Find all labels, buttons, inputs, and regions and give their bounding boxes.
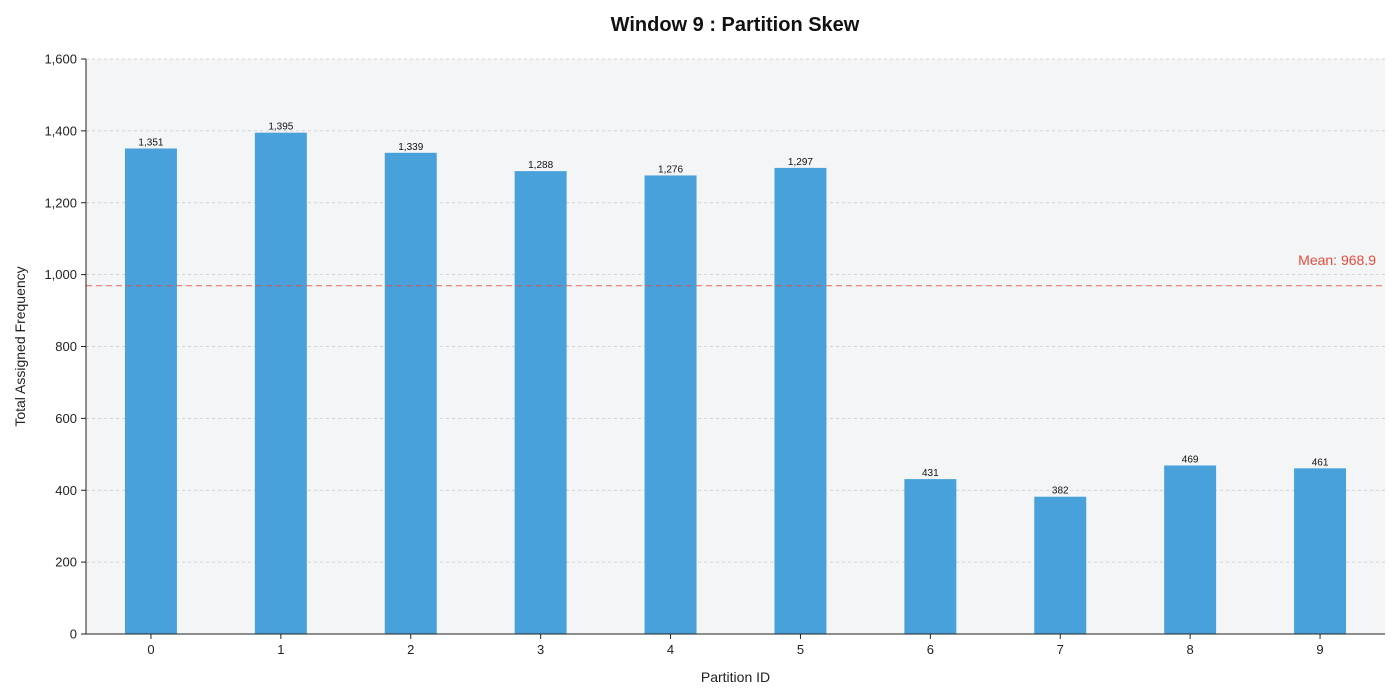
bar-partition-4: [644, 175, 697, 634]
bar-partition-0: [124, 148, 177, 634]
y-tick-label: 200: [55, 555, 77, 570]
bar-partition-7: [1034, 496, 1087, 634]
bar-value-label: 461: [1312, 457, 1329, 468]
x-tick-label: 0: [147, 642, 154, 657]
bar-partition-1: [254, 132, 307, 634]
x-tick-label: 2: [407, 642, 414, 657]
y-axis-label: Total Assigned Frequency: [12, 266, 28, 426]
bar-partition-3: [514, 171, 567, 634]
x-tick-label: 8: [1187, 642, 1194, 657]
bar-partition-6: [904, 479, 957, 634]
y-tick-label: 400: [55, 483, 77, 498]
chart-title: Window 9 : Partition Skew: [611, 14, 860, 36]
y-tick-label: 1,000: [44, 267, 77, 282]
bar-value-label: 1,297: [788, 157, 813, 168]
x-tick-label: 1: [277, 642, 284, 657]
mean-label: Mean: 968.9: [1298, 252, 1376, 268]
bar-partition-8: [1164, 465, 1217, 634]
bar-partition-2: [384, 152, 437, 634]
y-tick-label: 1,400: [44, 123, 77, 138]
bar-value-label: 1,288: [528, 160, 553, 171]
x-tick-label: 4: [667, 642, 674, 657]
x-tick-label: 7: [1057, 642, 1064, 657]
y-tick-label: 800: [55, 339, 77, 354]
bar-value-label: 1,339: [398, 142, 423, 153]
bar-value-label: 1,351: [138, 137, 163, 148]
bar-partition-9: [1294, 468, 1347, 634]
bars: [124, 132, 1347, 634]
y-tick-label: 1,200: [44, 195, 77, 210]
bar-value-label: 431: [922, 468, 939, 479]
x-tick-label: 6: [927, 642, 934, 657]
x-tick-label: 5: [797, 642, 804, 657]
bar-value-label: 1,276: [658, 164, 683, 175]
x-axis-label: Partition ID: [701, 669, 770, 685]
bar-value-label: 469: [1182, 454, 1199, 465]
y-tick-label: 600: [55, 411, 77, 426]
y-tick-label: 0: [70, 627, 77, 642]
data-labels: 1,351 1,395 1,339 1,288 1,276 1,297 431 382 469 4…: [138, 122, 1328, 497]
bar-value-label: 1,395: [268, 122, 293, 133]
bar-partition-5: [774, 167, 827, 634]
y-tick-label: 1,600: [44, 52, 77, 67]
x-tick-label: 9: [1316, 642, 1323, 657]
y-axis-ticks: 0 200 400 600 800 1,000 1,200 1,400 1,600: [44, 52, 86, 642]
bar-value-label: 382: [1052, 486, 1069, 497]
x-axis-ticks: 0 1 2 3 4 5 6 7 8 9: [147, 634, 1324, 657]
x-tick-label: 3: [537, 642, 544, 657]
